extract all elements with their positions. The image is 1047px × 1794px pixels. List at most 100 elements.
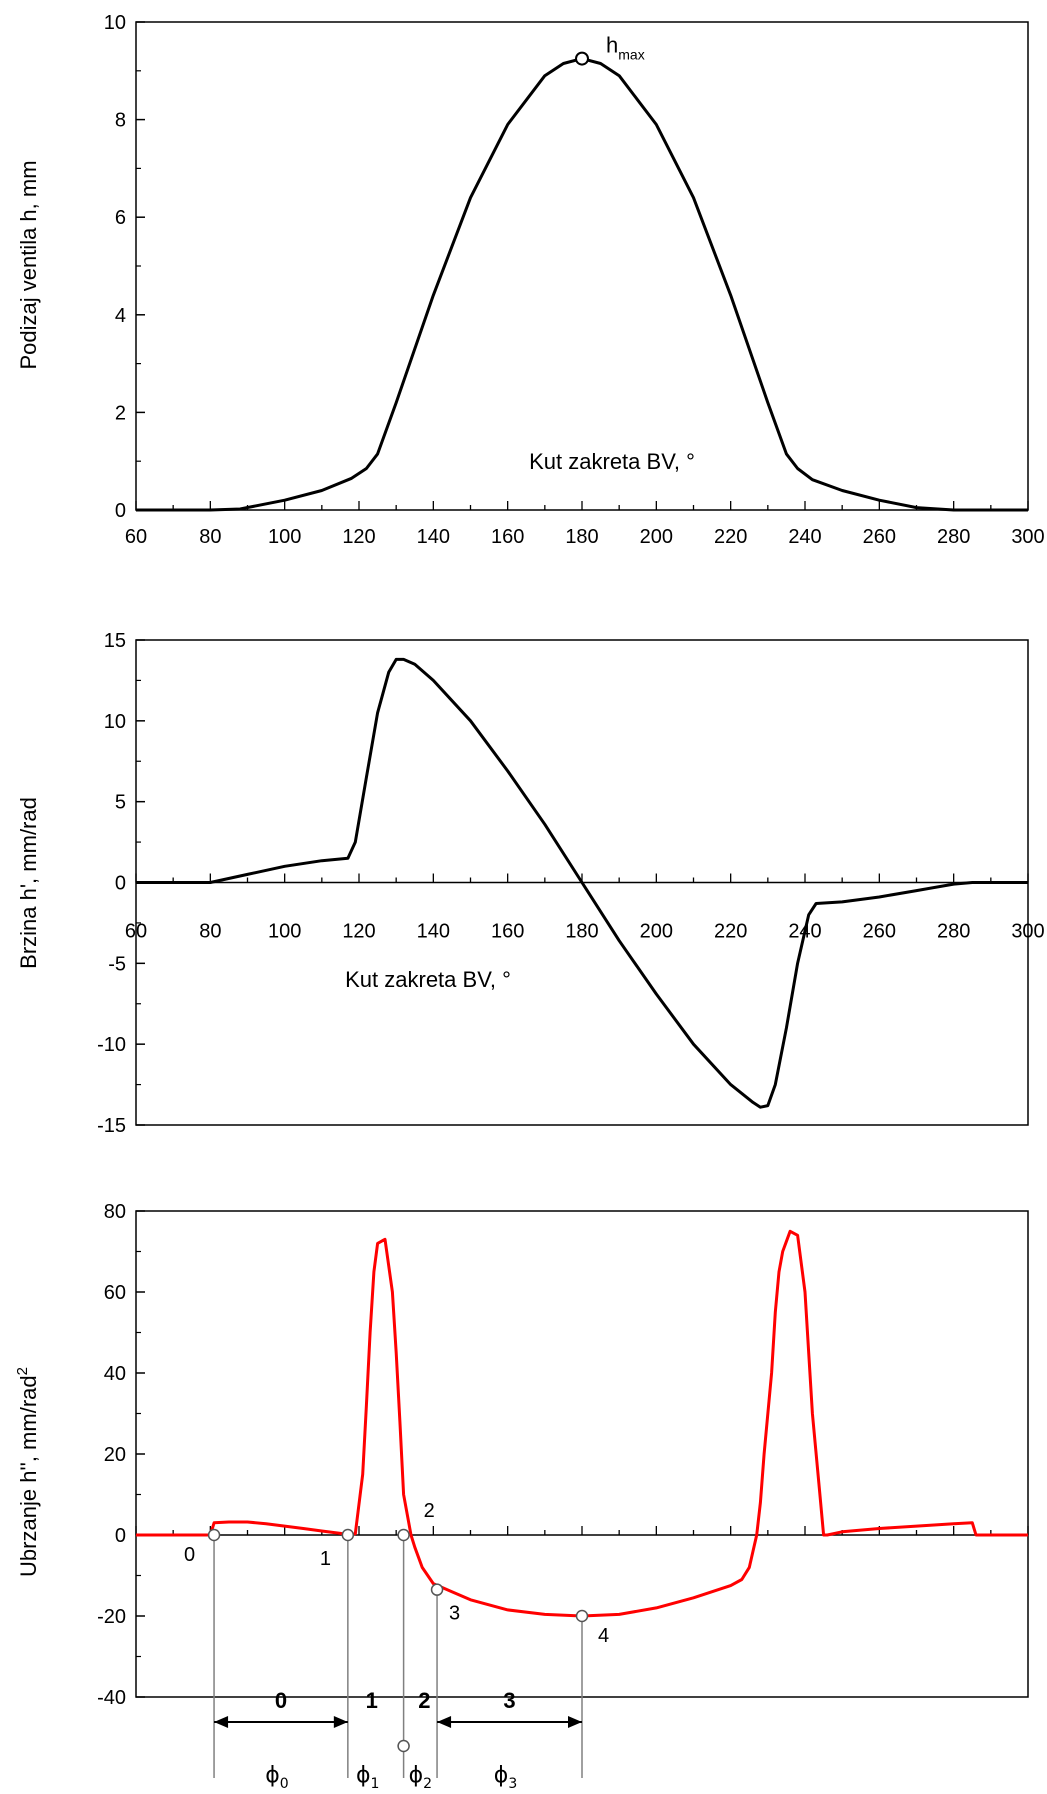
x-tick-label: 260 <box>863 526 896 548</box>
phi-label-0: ϕ0 <box>265 1763 288 1792</box>
y-tick-label: -15 <box>97 1115 126 1137</box>
phase-guide-lines <box>213 1535 583 1778</box>
velocity-x-axis-title: Kut zakreta BV, ° <box>345 967 511 992</box>
phi-symbol: ϕ <box>409 1763 424 1788</box>
acceleration-y-axis-title: Ubrzanje h'', mm/rad2 <box>14 1367 41 1577</box>
lift-x-ticks: 60 80 100 120 140 160 180 200 220 240 260 280 300 <box>125 501 1045 548</box>
phase-point-label: 2 <box>424 1500 435 1522</box>
x-tick-label: 300 <box>1011 526 1044 548</box>
phi-subscript: 0 <box>280 1776 289 1792</box>
arrowhead <box>333 1716 348 1728</box>
x-tick-label: 120 <box>342 526 375 548</box>
phi-subscript: 2 <box>423 1776 432 1792</box>
x-tick-label: 280 <box>937 526 970 548</box>
phase-point-4 <box>575 1609 589 1623</box>
phase-point-2 <box>397 1528 410 1542</box>
phase-point-3 <box>430 1583 444 1596</box>
x-tick-label: 140 <box>417 526 450 548</box>
phi-symbol: ϕ <box>265 1763 280 1788</box>
velocity-chart: -15 -10 -5 0 5 10 15 60 80 100 120 140 160 180 200 220… <box>16 630 1045 1137</box>
phi-label-3: ϕ3 <box>494 1763 517 1792</box>
x-tick-label: 240 <box>788 526 821 548</box>
y-tick-label: 20 <box>104 1444 126 1466</box>
x-tick-label: 220 <box>714 921 747 943</box>
x-tick-label: 160 <box>491 526 524 548</box>
phase-point-label: 0 <box>184 1544 195 1566</box>
phi-subscript: 1 <box>371 1776 380 1792</box>
y-tick-label: 10 <box>104 711 126 733</box>
segment-label-2: 2 <box>418 1688 430 1713</box>
y-tick-label: 6 <box>115 207 126 229</box>
lift-x-axis-title: Kut zakreta BV, ° <box>529 449 695 474</box>
x-tick-label: 60 <box>125 526 147 548</box>
segment-label-3: 3 <box>503 1688 515 1713</box>
y-tick-label: 0 <box>115 500 126 522</box>
phi-symbol: ϕ <box>494 1763 509 1788</box>
y-tick-label: 0 <box>115 1525 126 1547</box>
y-tick-label: 8 <box>115 110 126 132</box>
x-tick-label: 140 <box>417 921 450 943</box>
y-tick-label: 4 <box>115 305 126 327</box>
acceleration-y-axis-title-sup: 2 <box>14 1367 31 1375</box>
y-tick-label: 0 <box>115 873 126 895</box>
x-tick-label: 260 <box>863 921 896 943</box>
x-tick-label: 160 <box>491 921 524 943</box>
y-tick-label: 60 <box>104 1282 126 1304</box>
lift-chart: 0 2 4 6 8 10 60 80 100 120 140 160 180 200 220 240 260 2… <box>16 12 1045 548</box>
phase-points: 0 1 2 3 4 <box>184 1500 609 1647</box>
phase-point-1 <box>341 1528 355 1542</box>
phi-label-2: ϕ2 <box>409 1763 432 1792</box>
phi-symbol: ϕ <box>356 1763 371 1788</box>
arrowhead <box>568 1716 582 1728</box>
phi-label-1: ϕ1 <box>356 1763 379 1792</box>
y-tick-label: -20 <box>97 1606 126 1628</box>
hmax-label: hmax <box>606 33 645 63</box>
x-tick-label: 180 <box>565 921 598 943</box>
phase-point-label: 1 <box>320 1548 331 1570</box>
velocity-series-line <box>136 657 1028 1109</box>
y-tick-label: -10 <box>97 1034 126 1056</box>
hmax-label-main: h <box>606 33 618 58</box>
phase-point-0 <box>207 1528 221 1542</box>
velocity-y-ticks: -15 -10 -5 0 5 10 15 <box>97 630 145 1137</box>
segment-label-0: 0 <box>275 1688 287 1713</box>
x-tick-label: 220 <box>714 526 747 548</box>
x-tick-label: 80 <box>199 921 221 943</box>
segment-label-1: 1 <box>366 1688 378 1713</box>
x-tick-label: 300 <box>1011 921 1044 943</box>
y-tick-label: 40 <box>104 1363 126 1385</box>
y-tick-label: -5 <box>108 953 126 975</box>
phi-subscript: 3 <box>508 1776 517 1792</box>
phase-point-label: 4 <box>598 1625 609 1647</box>
y-tick-label: 2 <box>115 402 126 424</box>
lift-y-ticks: 0 2 4 6 8 10 <box>104 12 145 522</box>
velocity-x-ticks: 60 80 100 120 140 160 180 200 220 240 260 280 300 <box>125 873 1045 943</box>
lift-plot-frame <box>135 21 1029 511</box>
y-tick-label: -40 <box>97 1687 126 1709</box>
y-tick-label: 80 <box>104 1201 126 1223</box>
hmax-marker <box>575 51 589 66</box>
hmax-label-sub: max <box>618 47 644 63</box>
x-tick-label: 180 <box>565 526 598 548</box>
acceleration-y-ticks: -40 -20 0 20 40 60 80 <box>97 1201 145 1709</box>
x-tick-label: 200 <box>640 526 673 548</box>
acceleration-y-axis-title-main: Ubrzanje h'', mm/rad <box>16 1375 41 1577</box>
x-tick-label: 60 <box>125 921 147 943</box>
arrowhead <box>214 1716 229 1728</box>
x-tick-label: 100 <box>268 921 301 943</box>
acceleration-series-line <box>136 1229 1028 1618</box>
phase-boundary-marker <box>397 1739 410 1753</box>
x-tick-label: 120 <box>342 921 375 943</box>
y-tick-label: 10 <box>104 12 126 34</box>
x-tick-label: 100 <box>268 526 301 548</box>
velocity-y-axis-title: Brzina h', mm/rad <box>16 797 41 969</box>
x-tick-label: 80 <box>199 526 221 548</box>
x-tick-label: 200 <box>640 921 673 943</box>
lift-y-axis-title: Podizaj ventila h, mm <box>16 160 41 369</box>
x-tick-label: 280 <box>937 921 970 943</box>
lift-series-line <box>136 57 1028 512</box>
y-tick-label: 15 <box>104 630 126 652</box>
